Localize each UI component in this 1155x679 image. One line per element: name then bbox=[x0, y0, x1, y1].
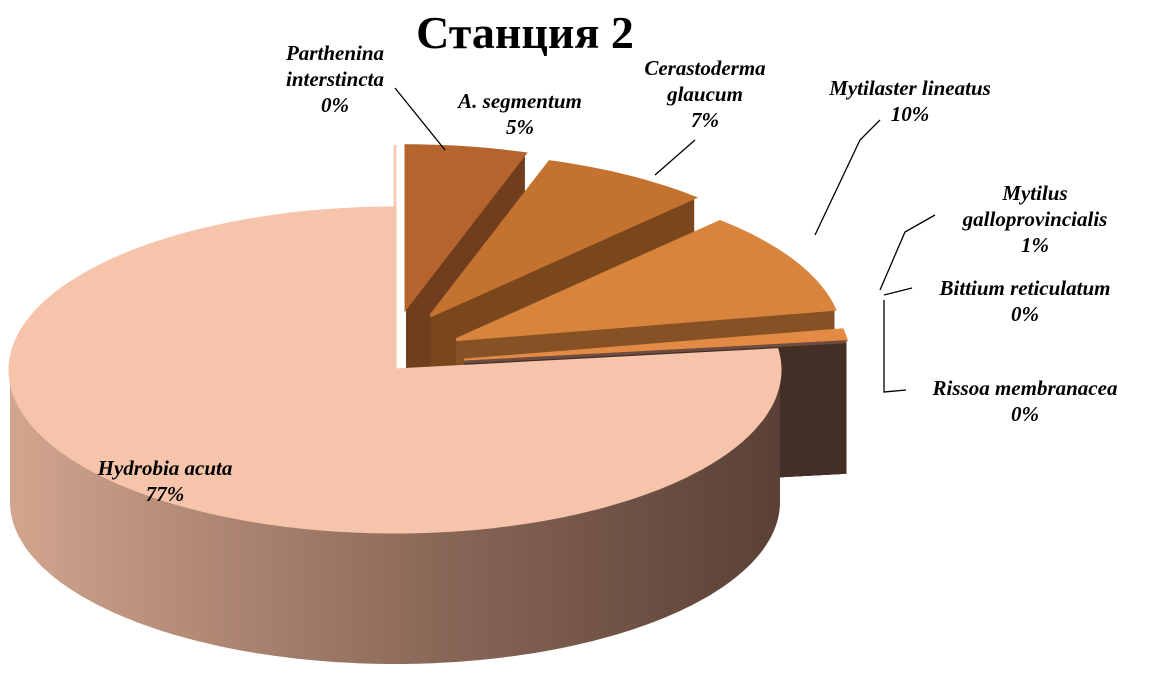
leader-line bbox=[814, 119, 881, 236]
pie-slice bbox=[8, 206, 782, 534]
value-label: 7% bbox=[691, 108, 719, 132]
value-label: 0% bbox=[321, 93, 349, 117]
category-label: Bittium reticulatum bbox=[939, 276, 1111, 300]
value-label: 1% bbox=[1021, 233, 1049, 257]
pie-slice bbox=[464, 340, 847, 364]
pie-slice bbox=[429, 160, 699, 318]
slice-label: Hydrobia acuta 77% bbox=[35, 455, 295, 507]
pie-slice bbox=[404, 144, 528, 313]
leader-line bbox=[879, 214, 936, 291]
value-label: 0% bbox=[1011, 302, 1039, 326]
category-label: Mytilus galloprovincialis bbox=[962, 181, 1108, 231]
value-label: 10% bbox=[890, 102, 930, 126]
value-label: 77% bbox=[145, 482, 185, 506]
leader-line bbox=[654, 139, 696, 176]
pie-slice bbox=[463, 328, 849, 362]
slice-label: Bittium reticulatum 0% bbox=[895, 275, 1155, 327]
slice-wall bbox=[10, 370, 780, 664]
pie-slice bbox=[455, 219, 837, 342]
category-label: Hydrobia acuta bbox=[97, 456, 233, 480]
category-label: Cerastoderma glaucum bbox=[644, 56, 766, 106]
slice-label: A. segmentum 5% bbox=[410, 88, 630, 140]
category-label: A. segmentum bbox=[458, 89, 582, 113]
category-label: Rissoa membranacea bbox=[932, 376, 1118, 400]
slice-label: Rissoa membranacea 0% bbox=[895, 375, 1155, 427]
leader-line bbox=[883, 300, 907, 393]
slice-label: Cerastoderma glaucum 7% bbox=[635, 55, 775, 133]
leader-line bbox=[883, 287, 913, 296]
slice-label: Mytilus galloprovincialis 1% bbox=[935, 180, 1135, 258]
slice-label: Parthenina interstincta 0% bbox=[265, 40, 405, 118]
value-label: 0% bbox=[1011, 402, 1039, 426]
leader-line bbox=[394, 87, 446, 151]
category-label: Parthenina interstincta bbox=[285, 41, 385, 91]
slice-label: Mytilaster lineatus 10% bbox=[780, 75, 1040, 127]
category-label: Mytilaster lineatus bbox=[829, 76, 991, 100]
value-label: 5% bbox=[506, 115, 534, 139]
chart-title: Станция 2 bbox=[416, 7, 634, 58]
